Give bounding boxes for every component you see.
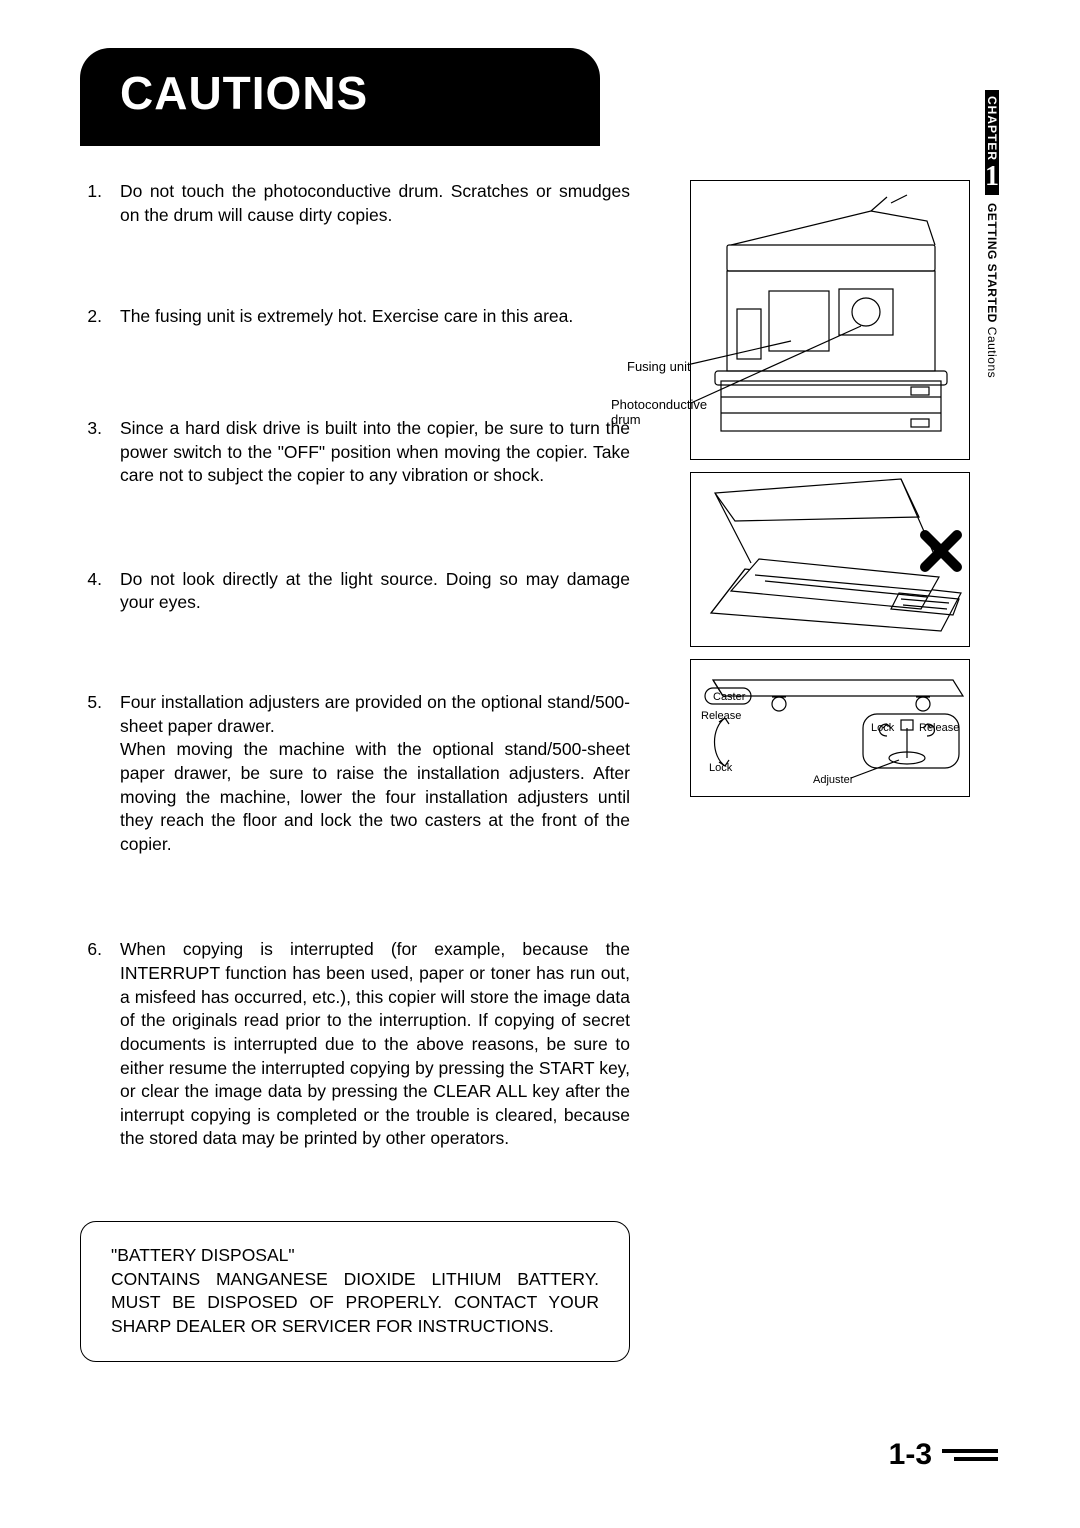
battery-disposal-note: "BATTERY DISPOSAL" CONTAINS MANGANESE DI…: [80, 1221, 630, 1362]
item-number: 3.: [80, 417, 102, 488]
item-number: 4.: [80, 568, 102, 615]
copier-diagram-svg: [691, 181, 971, 461]
item-number: 1.: [80, 180, 102, 227]
item-text: Do not touch the photoconductive drum. S…: [120, 180, 630, 227]
text-column: 1. Do not touch the photoconductive drum…: [80, 180, 630, 1362]
label-fusing-unit: Fusing unit: [627, 359, 691, 374]
caution-item-2: 2. The fusing unit is extremely hot. Exe…: [80, 305, 630, 329]
item-text: The fusing unit is extremely hot. Exerci…: [120, 305, 630, 329]
item-text: Four installation adjusters are provided…: [120, 691, 630, 856]
caution-item-1: 1. Do not touch the photoconductive drum…: [80, 180, 630, 227]
figure-copier-internals: Fusing unit Photoconductive drum: [690, 180, 970, 460]
figures-column: Fusing unit Photoconductive drum: [690, 180, 970, 809]
page-number-area: 1-3: [889, 1438, 998, 1472]
item-text: When copying is interrupted (for example…: [120, 938, 630, 1151]
item-number: 5.: [80, 691, 102, 856]
document-page: CAUTIONS CHAPTER 1 GETTING STARTED Cauti…: [0, 0, 1080, 1528]
end-bars-icon: [942, 1449, 998, 1461]
title-band: CAUTIONS: [80, 48, 600, 146]
figure-scanner-open: [690, 472, 970, 647]
caution-item-4: 4. Do not look directly at the light sou…: [80, 568, 630, 615]
x-mark-icon: [919, 529, 963, 573]
label-release-2: Release: [919, 722, 959, 734]
body-area: 1. Do not touch the photoconductive drum…: [80, 180, 1000, 1362]
chapter-label: CHAPTER: [985, 96, 999, 161]
item-number: 2.: [80, 305, 102, 329]
item-text: Do not look directly at the light source…: [120, 568, 630, 615]
figure-adjusters: Caster Release Lock Lock Release Adjuste…: [690, 659, 970, 797]
page-number: 1-3: [889, 1438, 932, 1472]
label-release: Release: [701, 710, 741, 722]
label-lock: Lock: [709, 762, 732, 774]
label-lock-2: Lock: [871, 722, 894, 734]
label-adjuster: Adjuster: [813, 774, 853, 786]
item-number: 6.: [80, 938, 102, 1151]
caution-item-6: 6. When copying is interrupted (for exam…: [80, 938, 630, 1151]
label-photoconductive-drum: Photoconductive drum: [611, 397, 731, 427]
item-text: Since a hard disk drive is built into th…: [120, 417, 630, 488]
caution-item-5: 5. Four installation adjusters are provi…: [80, 691, 630, 856]
page-title: CAUTIONS: [120, 66, 560, 120]
cautions-list: 1. Do not touch the photoconductive drum…: [80, 180, 630, 1151]
label-caster: Caster: [713, 691, 745, 703]
caution-item-3: 3. Since a hard disk drive is built into…: [80, 417, 630, 488]
